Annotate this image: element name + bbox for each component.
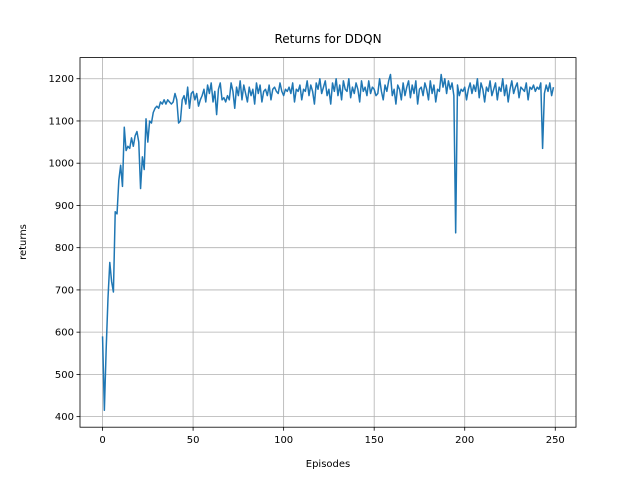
x-tick-label: 100 [274, 435, 293, 446]
x-tick-label: 0 [99, 435, 105, 446]
x-tick-label: 250 [546, 435, 565, 446]
data-line [101, 73, 555, 412]
y-tick-label: 1000 [49, 159, 74, 170]
x-tick-label: 200 [455, 435, 474, 446]
y-tick-label: 500 [55, 370, 74, 381]
y-tick-label: 600 [55, 328, 74, 339]
y-tick-label: 1200 [49, 74, 74, 85]
y-tick-label: 1100 [49, 116, 74, 127]
x-tick-label: 150 [365, 435, 384, 446]
x-tick-label: 50 [187, 435, 200, 446]
chart-title: Returns for DDQN [274, 32, 381, 46]
y-tick-label: 800 [55, 243, 74, 254]
x-axis-label: Episodes [306, 459, 350, 470]
axes-frame [79, 57, 577, 428]
y-tick-label: 400 [55, 412, 74, 423]
y-axis-label: returns [18, 224, 29, 260]
y-tick-label: 700 [55, 285, 74, 296]
y-tick-label: 900 [55, 201, 74, 212]
